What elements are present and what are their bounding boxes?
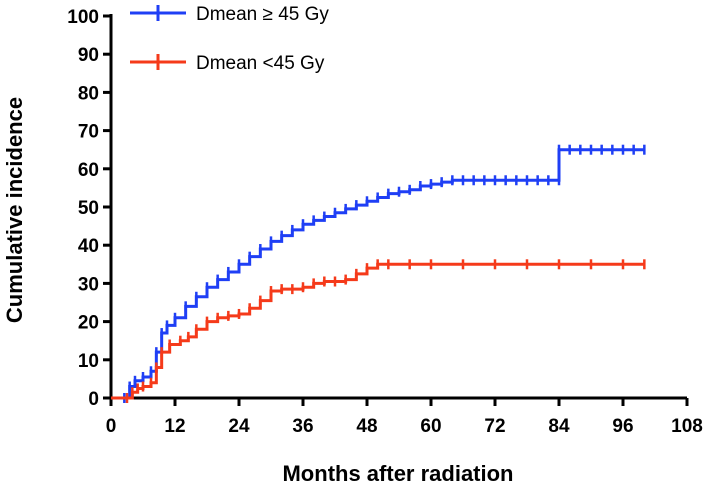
- legend: Dmean ≥ 45 Gy Dmean <45 Gy: [130, 4, 329, 74]
- series-group: [111, 144, 646, 403]
- x-axis-title: Months after radiation: [282, 461, 513, 486]
- y-tick-label: 20: [78, 313, 99, 334]
- y-tick-label: 70: [78, 122, 99, 143]
- y-tick-label: 50: [78, 198, 99, 219]
- y-tick-label: 80: [78, 83, 99, 104]
- x-tick-label: 24: [228, 416, 250, 437]
- y-tick-label: 90: [78, 45, 99, 66]
- x-tick-label: 60: [420, 416, 441, 437]
- y-tick-label: 30: [78, 274, 99, 295]
- y-tick-label: 100: [67, 7, 99, 28]
- series-line-1: [111, 148, 645, 400]
- x-tick-label: 96: [612, 416, 633, 437]
- x-tick-label: 108: [671, 416, 703, 437]
- y-tick-label: 0: [88, 389, 99, 410]
- y-tick-label: 10: [78, 351, 99, 372]
- y-tick-label: 60: [78, 160, 99, 181]
- series-line-2: [111, 262, 645, 400]
- x-tick-label: 48: [356, 416, 377, 437]
- x-tick-label: 0: [106, 416, 117, 437]
- axes-group: 0 10 20 30 40 50 60 70 80 90 100 0 12 24 36 48 60 72 84 96 1…: [67, 7, 703, 437]
- x-tick-label: 12: [164, 416, 185, 437]
- legend-label-series-2: Dmean <45 Gy: [196, 53, 325, 74]
- y-tick-label: 40: [78, 236, 99, 257]
- x-tick-label: 72: [484, 416, 505, 437]
- y-axis-title: Cumulative incidence: [2, 97, 27, 323]
- legend-label-series-1: Dmean ≥ 45 Gy: [196, 4, 329, 25]
- x-tick-label: 36: [292, 416, 313, 437]
- x-tick-label: 84: [548, 416, 570, 437]
